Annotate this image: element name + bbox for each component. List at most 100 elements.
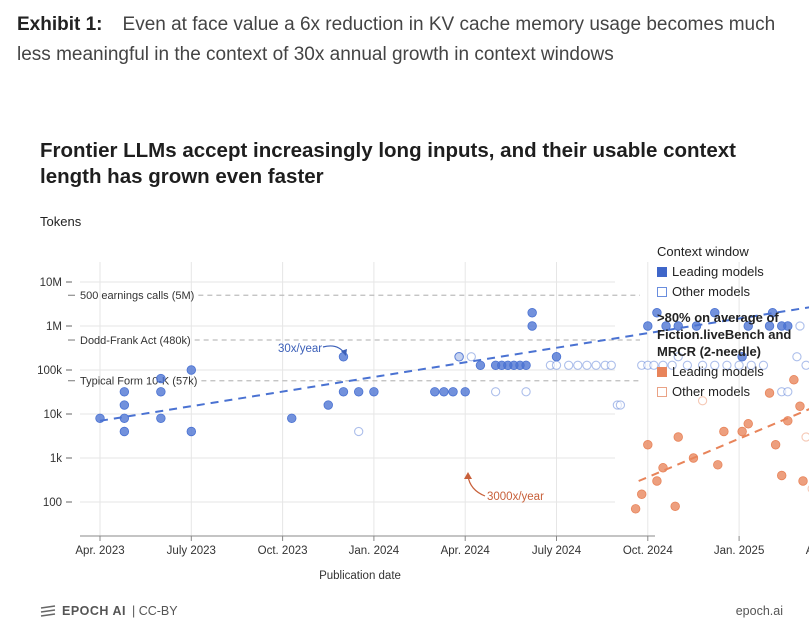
legend-swatch-orange-open — [657, 387, 667, 397]
legend-group1-title: Context window — [657, 244, 749, 259]
data-point — [119, 426, 130, 437]
data-point — [551, 360, 562, 370]
data-point — [466, 352, 476, 362]
data-point — [682, 360, 693, 370]
data-point — [710, 360, 720, 370]
series-open — [354, 321, 809, 437]
data-point — [722, 360, 732, 370]
data-point — [673, 352, 683, 362]
data-point — [649, 360, 659, 370]
legend-item-cw-other: Other models — [657, 282, 807, 302]
chart-title: Frontier LLMs accept increasingly long i… — [40, 139, 736, 188]
data-point — [353, 387, 364, 397]
data-point — [652, 308, 662, 318]
data-point — [615, 400, 626, 410]
data-point — [792, 352, 802, 362]
data-point — [119, 387, 130, 397]
data-point — [186, 426, 197, 437]
y-tick-label: 100k — [37, 365, 62, 377]
x-tick-label: Apr. 2025 — [806, 545, 809, 557]
y-tick-label: 100 — [43, 497, 62, 509]
data-point — [801, 360, 809, 370]
trend-line — [638, 408, 809, 482]
data-point — [369, 387, 379, 397]
data-point — [637, 489, 647, 499]
y-tick-label: 10k — [43, 409, 62, 421]
legend: Context window Leading models Other mode… — [657, 242, 807, 402]
trend-arrowhead-30x — [341, 349, 347, 356]
exhibit-label: Exhibit 1: — [17, 14, 103, 35]
x-tick-label: July 2023 — [167, 545, 216, 557]
legend-item-uc-other: Other models — [657, 382, 807, 402]
legend-group2-title: >80% on average of Fiction.liveBench and… — [657, 310, 792, 359]
trend-line — [99, 306, 809, 422]
data-point — [743, 321, 753, 331]
data-point — [758, 360, 769, 370]
data-point — [770, 440, 781, 450]
legend-label: Other models — [672, 384, 751, 399]
data-point — [795, 321, 805, 331]
data-point — [119, 400, 130, 410]
data-point — [710, 308, 720, 318]
series-filled — [95, 308, 793, 437]
data-point — [643, 440, 653, 450]
reference-line-label: 500 earnings calls (5M) — [80, 290, 194, 302]
data-point — [430, 387, 440, 397]
data-point — [783, 387, 793, 397]
data-point — [661, 321, 671, 331]
data-point — [521, 360, 531, 370]
data-point — [551, 352, 562, 362]
legend-swatch-orange-filled — [657, 367, 667, 377]
data-point — [564, 360, 574, 370]
data-point — [734, 360, 744, 370]
data-point — [454, 352, 464, 362]
epoch-logo-icon — [40, 605, 56, 617]
data-point — [582, 360, 592, 370]
legend-swatch-blue-filled — [657, 267, 667, 277]
data-point — [527, 308, 537, 318]
x-tick-label: Apr. 2023 — [75, 545, 124, 557]
license-text: | CC-BY — [131, 604, 178, 618]
data-point — [323, 400, 333, 410]
data-point — [156, 387, 166, 397]
data-point — [743, 419, 753, 429]
y-tick-label: 1k — [50, 453, 62, 465]
data-point — [439, 387, 449, 397]
data-point — [697, 360, 708, 370]
brand-name: EPOCH AI — [62, 604, 126, 618]
data-point — [777, 470, 787, 481]
data-point — [448, 387, 458, 397]
legend-item-uc-leading: Leading models — [657, 362, 807, 382]
reference-line-label: Typical Form 10-K (57k) — [80, 376, 197, 388]
data-point — [354, 426, 364, 437]
trend-label-30x: 30x/year — [278, 343, 322, 355]
legend-label: Leading models — [672, 364, 764, 379]
x-tick-label: July 2024 — [532, 545, 582, 557]
data-point — [719, 426, 729, 437]
grid — [80, 262, 740, 536]
exhibit-text: Even at face value a 6x reduction in KV … — [17, 14, 776, 65]
data-point — [670, 501, 680, 511]
legend-label: Other models — [672, 284, 751, 299]
data-point — [643, 321, 653, 331]
data-point — [673, 432, 683, 442]
data-point — [527, 321, 537, 331]
x-tick-label: Jan. 2024 — [349, 545, 400, 557]
x-tick-label: Oct. 2024 — [623, 545, 673, 557]
data-point — [801, 432, 809, 442]
legend-swatch-blue-open — [657, 287, 667, 297]
data-point — [737, 426, 747, 437]
data-point — [658, 463, 668, 473]
data-point — [798, 476, 808, 486]
data-point — [764, 321, 775, 331]
y-tick-label: 10M — [40, 277, 62, 289]
data-point — [460, 387, 470, 397]
x-axis-title: Publication date — [319, 570, 401, 582]
data-point — [713, 460, 723, 470]
data-point — [338, 352, 349, 362]
data-point — [606, 360, 616, 370]
footer-brand: EPOCH AI | CC-BY — [40, 604, 178, 618]
y-axis-title: Tokens — [40, 214, 82, 229]
site-link[interactable]: epoch.ai — [735, 604, 783, 618]
